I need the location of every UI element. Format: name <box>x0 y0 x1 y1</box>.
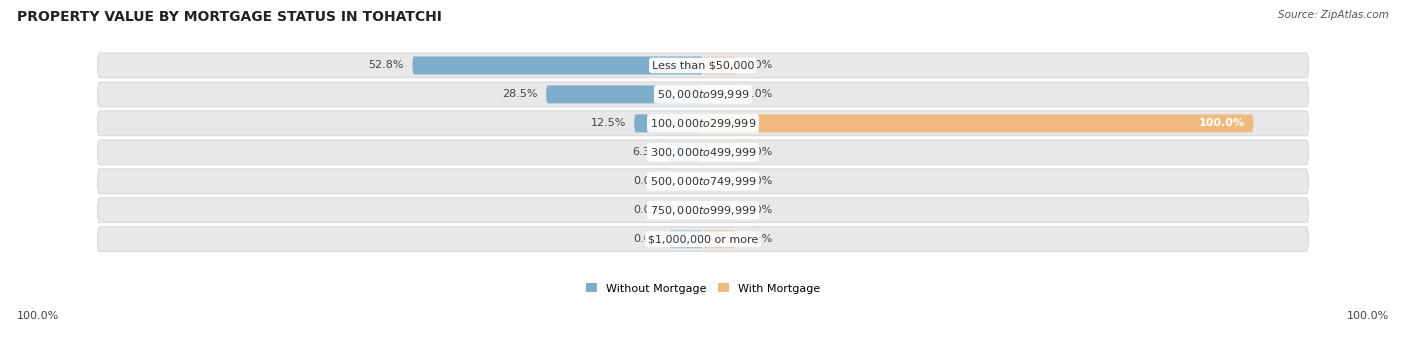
FancyBboxPatch shape <box>97 227 1309 252</box>
Text: $500,000 to $749,999: $500,000 to $749,999 <box>650 175 756 188</box>
Text: 100.0%: 100.0% <box>1347 311 1389 321</box>
Text: 0.0%: 0.0% <box>744 205 772 215</box>
Text: $750,000 to $999,999: $750,000 to $999,999 <box>650 204 756 217</box>
FancyBboxPatch shape <box>703 57 735 74</box>
FancyBboxPatch shape <box>634 114 703 132</box>
Text: 0.0%: 0.0% <box>634 205 662 215</box>
Text: 6.3%: 6.3% <box>631 147 659 157</box>
Text: 0.0%: 0.0% <box>744 60 772 71</box>
Text: 0.0%: 0.0% <box>634 234 662 244</box>
Text: $300,000 to $499,999: $300,000 to $499,999 <box>650 146 756 159</box>
FancyBboxPatch shape <box>703 172 735 190</box>
Legend: Without Mortgage, With Mortgage: Without Mortgage, With Mortgage <box>582 279 824 298</box>
FancyBboxPatch shape <box>97 82 1309 107</box>
FancyBboxPatch shape <box>97 111 1309 136</box>
Text: 0.0%: 0.0% <box>634 176 662 186</box>
Text: $1,000,000 or more: $1,000,000 or more <box>648 234 758 244</box>
FancyBboxPatch shape <box>703 230 735 248</box>
FancyBboxPatch shape <box>546 86 703 103</box>
FancyBboxPatch shape <box>97 169 1309 194</box>
Text: 100.0%: 100.0% <box>1199 118 1246 128</box>
Text: 52.8%: 52.8% <box>368 60 404 71</box>
Text: 28.5%: 28.5% <box>502 89 538 100</box>
FancyBboxPatch shape <box>97 140 1309 165</box>
FancyBboxPatch shape <box>703 86 735 103</box>
Text: $100,000 to $299,999: $100,000 to $299,999 <box>650 117 756 130</box>
FancyBboxPatch shape <box>668 143 703 161</box>
Text: 0.0%: 0.0% <box>744 176 772 186</box>
FancyBboxPatch shape <box>703 143 735 161</box>
FancyBboxPatch shape <box>671 230 703 248</box>
Text: 0.0%: 0.0% <box>744 147 772 157</box>
Text: PROPERTY VALUE BY MORTGAGE STATUS IN TOHATCHI: PROPERTY VALUE BY MORTGAGE STATUS IN TOH… <box>17 10 441 24</box>
FancyBboxPatch shape <box>703 201 735 219</box>
FancyBboxPatch shape <box>97 53 1309 78</box>
Text: 0.0%: 0.0% <box>744 234 772 244</box>
FancyBboxPatch shape <box>671 201 703 219</box>
Text: 0.0%: 0.0% <box>744 89 772 100</box>
Text: $50,000 to $99,999: $50,000 to $99,999 <box>657 88 749 101</box>
Text: Less than $50,000: Less than $50,000 <box>652 60 754 71</box>
FancyBboxPatch shape <box>671 172 703 190</box>
FancyBboxPatch shape <box>703 114 1253 132</box>
FancyBboxPatch shape <box>97 198 1309 223</box>
Text: 12.5%: 12.5% <box>591 118 626 128</box>
Text: 100.0%: 100.0% <box>17 311 59 321</box>
Text: Source: ZipAtlas.com: Source: ZipAtlas.com <box>1278 10 1389 20</box>
FancyBboxPatch shape <box>412 57 703 74</box>
